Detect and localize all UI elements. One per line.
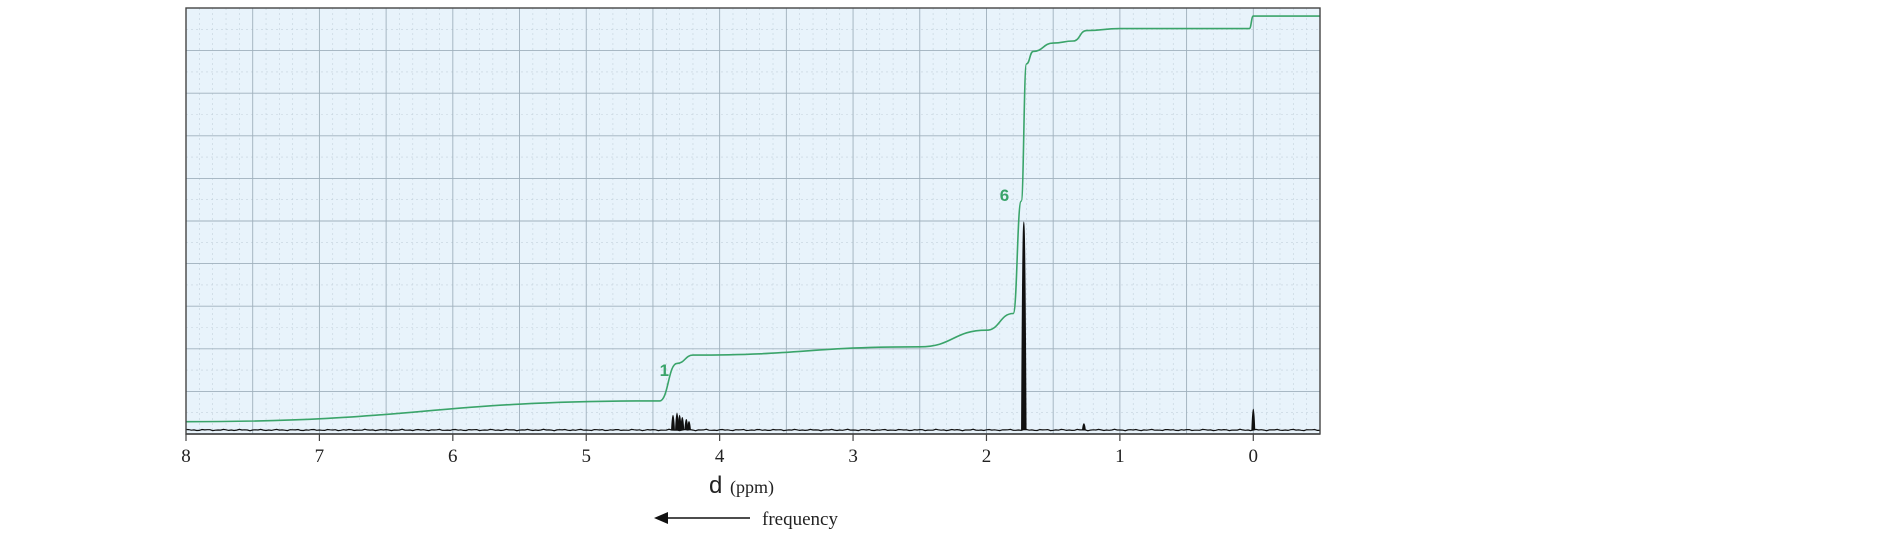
spectrum-peak [1081, 423, 1086, 431]
integral-labels: 16 [660, 186, 1010, 380]
spectrum-peaks [671, 221, 1256, 431]
x-axis-title: d (ppm) [709, 472, 774, 499]
x-tick-label: 5 [581, 446, 591, 467]
spectrum-peak [671, 414, 675, 431]
integral-curve [185, 15, 1320, 423]
frequency-label: frequency [762, 509, 838, 530]
x-tick-label: 3 [848, 446, 858, 467]
spectrum-peak [1251, 408, 1256, 431]
x-tick-label: 7 [315, 446, 325, 467]
spectrum-peak [680, 416, 685, 431]
spectrum-peak [1021, 221, 1027, 431]
x-tick-label: 8 [181, 446, 191, 467]
x-tick-label: 2 [982, 446, 992, 467]
integral-label: 6 [1000, 186, 1009, 205]
x-tick-label: 4 [715, 446, 725, 467]
x-axis-title-unit: (ppm) [730, 477, 774, 498]
x-axis-title-symbol: d [709, 472, 722, 499]
x-tick-label: 0 [1249, 446, 1259, 467]
x-axis-ticks: 8 7 6 5 4 3 2 1 0 [181, 434, 1258, 467]
frequency-direction: frequency [654, 509, 838, 530]
spectrum-baseline [185, 428, 1320, 432]
spectrum-peak [687, 421, 691, 431]
x-tick-label: 1 [1115, 446, 1125, 467]
x-tick-label: 6 [448, 446, 458, 467]
grid-major-lines [185, 8, 1320, 434]
integral-label: 1 [660, 361, 669, 380]
frequency-arrow-icon [654, 512, 668, 524]
